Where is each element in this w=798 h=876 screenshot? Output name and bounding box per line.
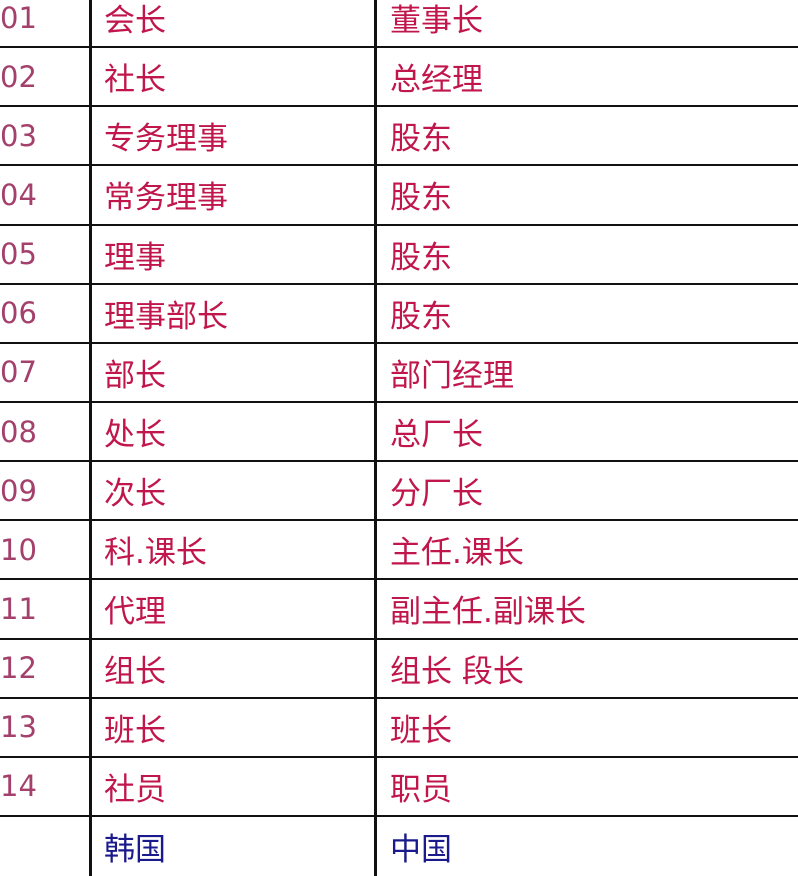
korean-title-cell: 次长 bbox=[89, 462, 374, 520]
row-number-cell: 05 bbox=[0, 237, 37, 272]
chinese-title-cell: 董事长 bbox=[374, 0, 798, 47]
table-row: 01 会长 董事长 bbox=[0, 0, 798, 49]
korean-title-cell: 科.课长 bbox=[89, 521, 374, 579]
chinese-title-cell: 股东 bbox=[374, 166, 798, 224]
chinese-title-cell: 总厂长 bbox=[374, 402, 798, 461]
korean-title-cell: 理事 bbox=[89, 225, 374, 283]
korean-title-cell: 班长 bbox=[89, 698, 374, 756]
korean-title-cell: 处长 bbox=[89, 402, 374, 461]
chinese-title-cell: 组长 段长 bbox=[374, 639, 798, 697]
chinese-title-cell: 副主任.副课长 bbox=[374, 580, 798, 638]
chinese-title-cell: 分厂长 bbox=[374, 462, 798, 520]
table-row: 07 部长 部门经理 bbox=[0, 343, 798, 403]
table-row: 08 处长 总厂长 bbox=[0, 402, 798, 463]
chinese-title-cell: 总经理 bbox=[374, 48, 798, 106]
table-row: 04 常务理事 股东 bbox=[0, 166, 798, 226]
row-number-cell: 03 bbox=[0, 118, 37, 153]
korean-title-cell: 专务理事 bbox=[89, 107, 374, 165]
row-number-cell: 13 bbox=[0, 710, 37, 745]
korean-title-cell: 会长 bbox=[89, 0, 374, 47]
table-row: 13 班长 班长 bbox=[0, 698, 798, 758]
table-row: 03 专务理事 股东 bbox=[0, 107, 798, 167]
chinese-title-cell: 部门经理 bbox=[374, 343, 798, 401]
row-number-cell: 06 bbox=[0, 296, 37, 331]
chinese-title-cell: 职员 bbox=[374, 757, 798, 815]
table-row: 05 理事 股东 bbox=[0, 225, 798, 285]
row-number-cell: 01 bbox=[0, 0, 37, 35]
country-china-cell: 中国 bbox=[374, 816, 798, 876]
chinese-title-cell: 股东 bbox=[374, 107, 798, 165]
row-number-cell: 09 bbox=[0, 473, 37, 508]
chinese-title-cell: 班长 bbox=[374, 698, 798, 756]
chinese-title-cell: 股东 bbox=[374, 225, 798, 283]
korean-title-cell: 代理 bbox=[89, 580, 374, 638]
country-korea-cell: 韩国 bbox=[89, 816, 374, 876]
row-number-cell: 14 bbox=[0, 769, 37, 804]
korean-title-cell: 社员 bbox=[89, 757, 374, 815]
korean-title-cell: 组长 bbox=[89, 639, 374, 697]
korean-title-cell: 部长 bbox=[89, 343, 374, 401]
row-number-cell: 02 bbox=[0, 59, 37, 94]
korean-title-cell: 社长 bbox=[89, 48, 374, 106]
table-row: 14 社员 职员 bbox=[0, 757, 798, 817]
empty-cell bbox=[0, 817, 89, 876]
chinese-title-cell: 主任.课长 bbox=[374, 521, 798, 579]
row-number-cell: 11 bbox=[0, 591, 37, 626]
row-number-cell: 07 bbox=[0, 355, 37, 390]
country-header-row: 韩国 中国 bbox=[0, 816, 798, 876]
row-number-cell: 10 bbox=[0, 532, 37, 567]
korean-title-cell: 理事部长 bbox=[89, 284, 374, 342]
table-row: 02 社长 总经理 bbox=[0, 48, 798, 108]
table-row: 06 理事部长 股东 bbox=[0, 284, 798, 344]
table-row: 10 科.课长 主任.课长 bbox=[0, 521, 798, 581]
table-row: 12 组长 组长 段长 bbox=[0, 639, 798, 699]
row-number-cell: 12 bbox=[0, 651, 37, 686]
korean-title-cell: 常务理事 bbox=[89, 166, 374, 224]
table-row: 09 次长 分厂长 bbox=[0, 462, 798, 522]
row-number-cell: 08 bbox=[0, 414, 37, 449]
row-number-cell: 04 bbox=[0, 177, 37, 212]
chinese-title-cell: 股东 bbox=[374, 284, 798, 342]
table-row: 11 代理 副主任.副课长 bbox=[0, 580, 798, 640]
